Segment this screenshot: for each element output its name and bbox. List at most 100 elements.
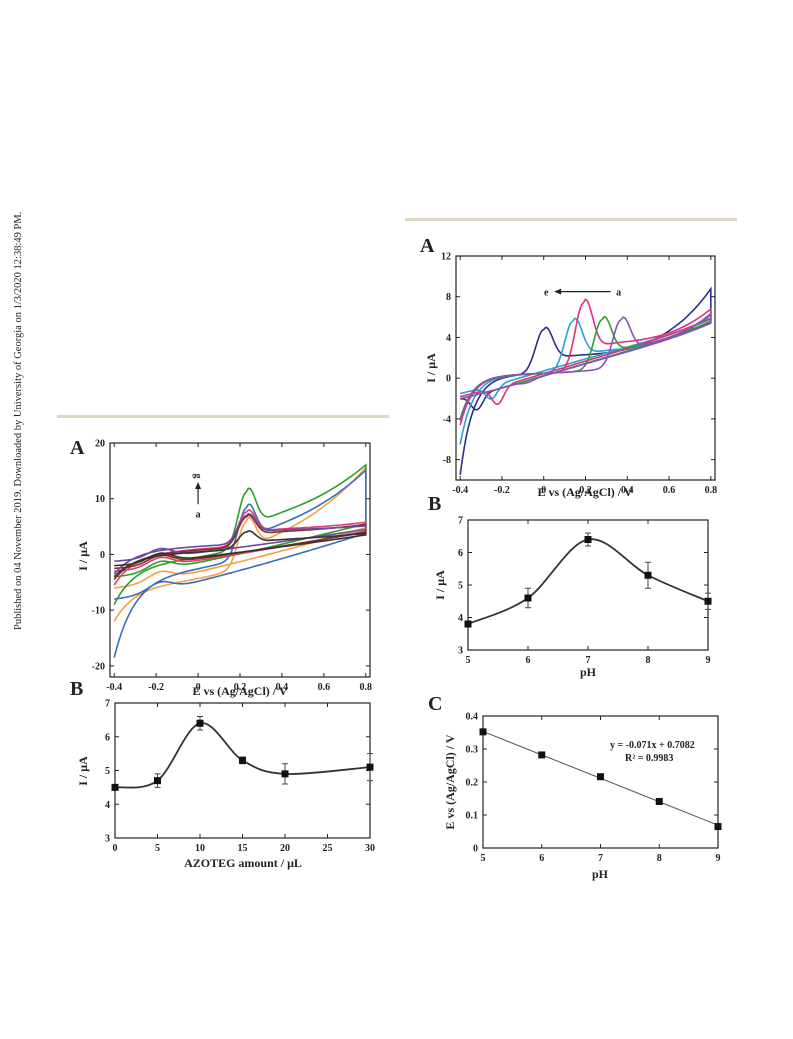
- arrow-head: [195, 482, 202, 489]
- y-tick-label: 4: [446, 333, 451, 344]
- arrow-label-to: e: [544, 288, 549, 299]
- x-tick-label: 8: [646, 655, 651, 666]
- separator-rule-left: [57, 415, 389, 418]
- y-tick-label: 6: [105, 732, 110, 743]
- panel-letter: B: [70, 678, 83, 700]
- x-axis-title: pH: [580, 665, 597, 679]
- data-point: [111, 783, 119, 791]
- cv-series-2: [113, 468, 367, 658]
- x-tick-label: 7: [598, 853, 603, 864]
- y-axis-title: I / μA: [76, 756, 90, 786]
- x-tick-label: 10: [195, 843, 205, 854]
- x-tick-label: 20: [280, 843, 290, 854]
- data-point: [366, 763, 374, 771]
- x-tick-label: 9: [716, 853, 721, 864]
- y-tick-label: 10: [95, 494, 105, 505]
- x-tick-label: 25: [323, 843, 333, 854]
- data-point: [584, 536, 592, 543]
- x-tick-label: 0.2: [234, 682, 247, 693]
- data-point: [524, 594, 532, 602]
- x-tick-label: 6: [539, 853, 544, 864]
- arrow-label-from: a: [616, 288, 621, 299]
- y-tick-label: 0.3: [466, 745, 479, 756]
- panel-letter: A: [420, 235, 435, 257]
- data-point: [655, 797, 663, 805]
- chart-right-a: -0.4 -0.2 0 0.2 0.4 0.6 0.8 12 8 4 0 -4 -8 a e A E vs …: [420, 235, 718, 499]
- y-tick-label: -20: [92, 661, 105, 672]
- data-point: [196, 719, 204, 727]
- x-axis-title: E vs (Ag/AgCl) / V: [537, 485, 632, 499]
- chart-left-b: 0 5 10 15 20 25 30 7 6 5 4 3 B AZOTEG amount / μL I…: [70, 678, 375, 870]
- y-tick-label: 0: [446, 374, 451, 385]
- chart-right-b: 5 6 7 8 9 7 6 5 4 3 B pH I / μA: [428, 493, 712, 679]
- fit-equation: y = -0.071x + 0.7082: [610, 740, 695, 751]
- y-tick-label: 8: [446, 292, 451, 303]
- y-tick-label: 0.4: [466, 712, 479, 723]
- data-point: [239, 756, 246, 764]
- y-axis-title: E vs (Ag/AgCl) / V: [443, 734, 457, 829]
- separator-rule-right: [405, 218, 737, 221]
- data-point: [644, 571, 652, 579]
- y-tick-label: 6: [458, 548, 463, 559]
- x-tick-label: -0.4: [452, 485, 468, 496]
- arrow-label-to: g: [192, 474, 203, 479]
- y-axis-title: I / μA: [433, 570, 447, 600]
- x-axis-title: AZOTEG amount / μL: [184, 856, 302, 870]
- y-tick-label: 5: [458, 581, 463, 592]
- arrow-label-from: a: [196, 509, 201, 520]
- x-tick-label: 0.2: [579, 485, 592, 496]
- cv-series-2: [459, 298, 712, 426]
- y-tick-label: 4: [105, 800, 110, 811]
- arrow-head: [554, 288, 562, 295]
- x-tick-label: 7: [586, 655, 591, 666]
- x-tick-label: 0.4: [621, 485, 634, 496]
- data-point: [479, 728, 487, 736]
- chart-right-c: 5 6 7 8 9 0.4 0.3 0.2 0.1 0 C pH E vs (Ag/AgCl) /…: [428, 693, 722, 881]
- data-point: [597, 773, 604, 781]
- x-tick-label: 5: [155, 843, 160, 854]
- x-tick-label: 8: [657, 853, 662, 864]
- y-tick-label: 4: [458, 613, 463, 624]
- x-tick-label: 0.6: [663, 485, 676, 496]
- x-tick-label: 0.4: [276, 682, 289, 693]
- x-tick-label: 6: [526, 655, 531, 666]
- fit-r-squared: R² = 0.9983: [625, 753, 673, 764]
- cv-series-4: [459, 312, 712, 422]
- x-axis-title: pH: [592, 867, 609, 881]
- data-point: [464, 620, 472, 628]
- y-tick-label: 20: [95, 439, 105, 450]
- series-line: [114, 722, 371, 789]
- y-tick-label: 12: [441, 252, 451, 263]
- chart-left-a: -0.4 -0.2 0 0.2 0.4 0.6 0.8 20 10 0 -10 -20 a g A E v…: [70, 437, 372, 698]
- y-tick-label: -4: [443, 414, 451, 425]
- data-point: [538, 751, 546, 759]
- sidebar-download-note: Published on 04 November 2019. Downloade…: [13, 211, 24, 630]
- x-tick-label: 9: [706, 655, 711, 666]
- x-axis-title: E vs (Ag/AgCl) / V: [192, 684, 287, 698]
- x-tick-label: -0.2: [494, 485, 510, 496]
- y-tick-label: 0.1: [466, 811, 479, 822]
- y-axis-title: I / μA: [424, 353, 438, 383]
- y-axis-title: I / μA: [76, 541, 90, 571]
- series-line: [467, 538, 709, 625]
- panel-letter: B: [428, 493, 441, 515]
- x-tick-label: 0.8: [705, 485, 718, 496]
- data-point: [714, 823, 722, 831]
- data-point: [154, 777, 161, 785]
- x-tick-label: 0.6: [318, 682, 331, 693]
- panel-letter: A: [70, 437, 85, 459]
- x-tick-label: 0: [113, 843, 118, 854]
- y-tick-label: 0: [100, 550, 105, 561]
- x-tick-label: 15: [238, 843, 248, 854]
- y-tick-label: 7: [458, 516, 463, 527]
- y-tick-label: 0.2: [466, 778, 479, 789]
- x-tick-label: -0.2: [148, 682, 164, 693]
- x-tick-label: -0.4: [106, 682, 122, 693]
- data-point: [281, 770, 289, 778]
- x-tick-label: 30: [365, 843, 375, 854]
- plot-frame: [455, 255, 716, 481]
- panel-letter: C: [428, 693, 442, 715]
- data-point: [704, 597, 712, 605]
- y-tick-label: 3: [105, 834, 110, 845]
- y-tick-label: -8: [443, 455, 451, 466]
